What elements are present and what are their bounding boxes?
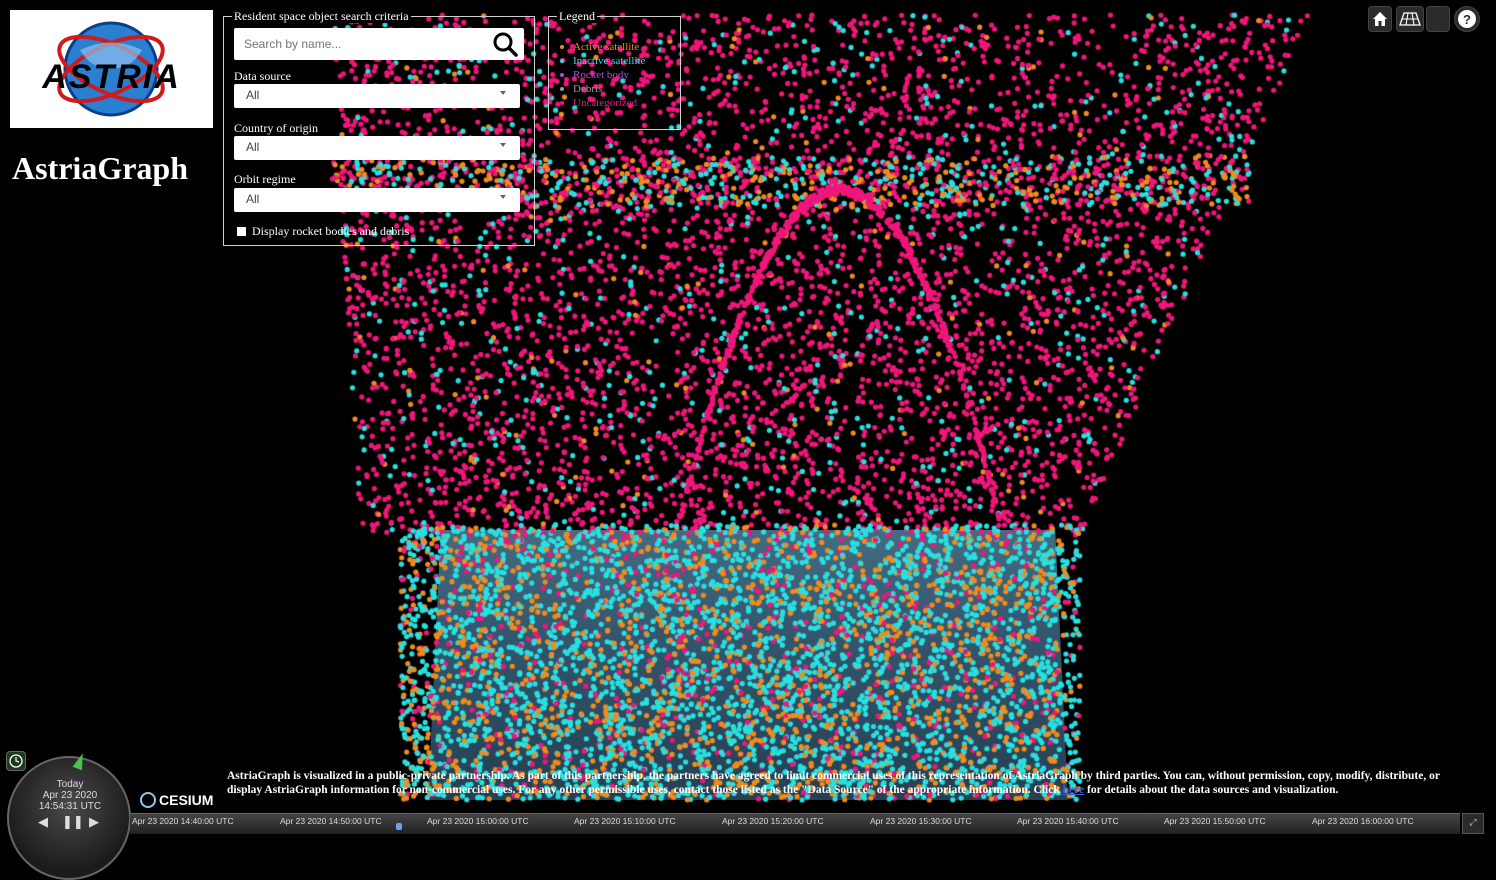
home-icon	[1373, 12, 1387, 26]
rocket-bodies-label[interactable]: Display rocket bodies and debris	[252, 224, 410, 238]
data-source-select[interactable]: All	[234, 84, 520, 108]
data-sources-link[interactable]: here	[1062, 784, 1085, 796]
legend-label: Uncategorized	[573, 97, 638, 109]
timeline-label: Apr 23 2020 15:30:00 UTC	[870, 816, 972, 826]
play-forward-button[interactable]: ▶	[89, 815, 99, 830]
animation-day: Today	[56, 779, 84, 790]
search-criteria-panel: Resident space object search criteria Da…	[223, 9, 535, 246]
chevron-down-icon	[500, 143, 506, 147]
legend-label: Inactive satellite	[573, 55, 646, 67]
animation-date: Apr 23 2020	[42, 790, 98, 801]
legend-dot	[560, 101, 564, 105]
country-value: All	[246, 140, 260, 154]
clock-face	[9, 754, 23, 768]
logo-wordmark: ASTRIA	[42, 58, 181, 96]
legend-dot	[560, 45, 564, 49]
svg-text:?: ?	[1463, 12, 1471, 27]
astria-logo: ASTRIA	[10, 10, 213, 128]
credit-text-before: AstriaGraph is visualized in a public-pr…	[227, 770, 1440, 796]
play-reverse-button[interactable]: ◀	[38, 815, 48, 830]
legend-label: Rocket body	[573, 69, 629, 81]
fullscreen-button[interactable]: ⤢	[1462, 813, 1484, 834]
legend-panel: Legend Active satellite Inactive satelli…	[548, 9, 681, 130]
clock-icon[interactable]	[6, 751, 26, 771]
country-label: Country of origin	[234, 121, 318, 135]
cesium-icon	[140, 792, 156, 808]
legend-dot	[560, 87, 564, 91]
help-button[interactable]: ?	[1454, 6, 1480, 32]
legend-label: Active satellite	[573, 41, 640, 53]
timeline-needle[interactable]	[396, 823, 402, 830]
help-icon: ?	[1458, 10, 1476, 28]
cesium-label: CESIUM	[159, 792, 214, 808]
home-button[interactable]	[1368, 6, 1392, 32]
timeline-label: Apr 23 2020 15:40:00 UTC	[1017, 816, 1119, 826]
legend-item-debris: Debris	[560, 83, 603, 96]
cesium-logo[interactable]: CESIUM	[140, 792, 213, 808]
legend-dot	[560, 73, 564, 77]
timeline-label: Apr 23 2020 14:50:00 UTC	[280, 816, 382, 826]
pause-button[interactable]: ❚❚	[62, 815, 84, 830]
timeline-label: Apr 23 2020 15:10:00 UTC	[574, 816, 676, 826]
legend-item-inactive: Inactive satellite	[560, 55, 646, 68]
orbit-select[interactable]: All	[234, 188, 520, 212]
data-source-value: All	[246, 88, 260, 102]
chevron-down-icon	[500, 195, 506, 199]
legend-label: Debris	[573, 83, 603, 95]
timeline-label: Apr 23 2020 14:40:00 UTC	[132, 816, 234, 826]
orbit-label: Orbit regime	[234, 172, 296, 186]
timeline-label: Apr 23 2020 16:00:00 UTC	[1312, 816, 1414, 826]
search-criteria-title: Resident space object search criteria	[232, 9, 411, 23]
rocket-bodies-checkbox[interactable]	[237, 227, 246, 236]
search-input[interactable]	[234, 28, 484, 60]
timeline-label: Apr 23 2020 15:20:00 UTC	[722, 816, 824, 826]
data-source-label: Data source	[234, 69, 291, 83]
country-select[interactable]: All	[234, 136, 520, 160]
chevron-down-icon	[500, 91, 506, 95]
credit-text-after: for details about the data sources and v…	[1084, 784, 1339, 796]
legend-item-rocket-body: Rocket body	[560, 69, 629, 82]
search-box[interactable]	[234, 28, 524, 60]
legend-dot	[560, 59, 564, 63]
animation-time: 14:54:31 UTC	[38, 801, 102, 812]
blank-toolbar-button[interactable]	[1426, 6, 1450, 32]
legend-item-uncategorized: Uncategorized	[560, 97, 638, 110]
orbit-value: All	[246, 192, 260, 206]
timeline[interactable]: Apr 23 2020 14:40:00 UTC Apr 23 2020 14:…	[130, 813, 1460, 834]
timeline-label: Apr 23 2020 15:00:00 UTC	[427, 816, 529, 826]
legend-title: Legend	[557, 9, 597, 23]
timeline-label: Apr 23 2020 15:50:00 UTC	[1164, 816, 1266, 826]
scene-mode-icon	[1399, 12, 1421, 26]
fullscreen-icon: ⤢	[1469, 818, 1477, 828]
legend-item-active: Active satellite	[560, 41, 640, 54]
credit-text: AstriaGraph is visualized in a public-pr…	[227, 769, 1467, 797]
search-icon[interactable]	[492, 31, 518, 57]
app-title: AstriaGraph	[12, 150, 188, 186]
scene-mode-button[interactable]	[1396, 6, 1424, 32]
